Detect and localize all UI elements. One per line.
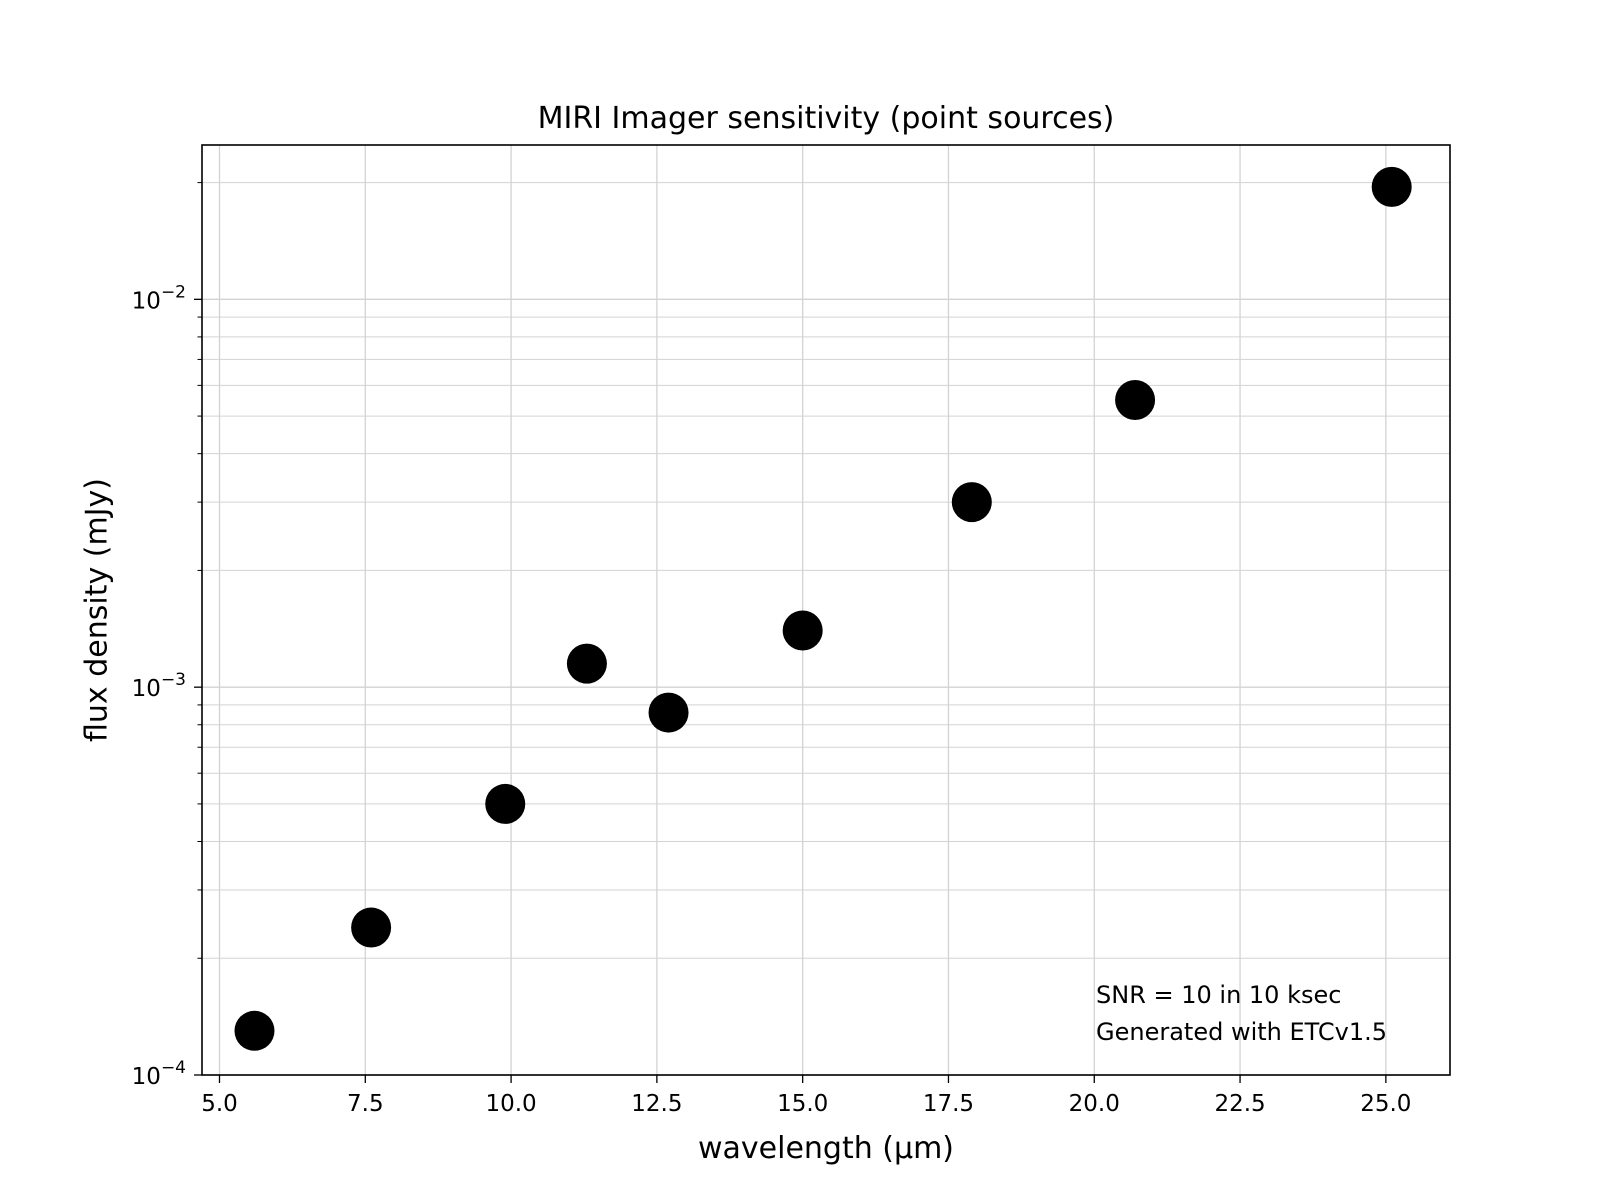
data-point xyxy=(1372,167,1412,207)
y-tick-label: 10−3 xyxy=(132,670,186,702)
data-point xyxy=(952,482,992,522)
data-point xyxy=(649,693,689,733)
x-tick-label: 10.0 xyxy=(485,1091,536,1117)
x-tick-label: 22.5 xyxy=(1214,1091,1265,1117)
data-point xyxy=(1115,380,1155,420)
x-tick-label: 7.5 xyxy=(347,1091,384,1117)
y-axis-label: flux density (mJy) xyxy=(80,478,115,742)
data-point xyxy=(783,610,823,650)
data-point xyxy=(234,1011,274,1051)
data-point xyxy=(567,644,607,684)
x-tick-label: 20.0 xyxy=(1069,1091,1120,1117)
x-tick-label: 5.0 xyxy=(201,1091,238,1117)
y-tick-label: 10−2 xyxy=(132,282,186,314)
x-tick-label: 12.5 xyxy=(631,1091,682,1117)
x-tick-label: 25.0 xyxy=(1360,1091,1411,1117)
data-point xyxy=(485,784,525,824)
annotation-snr: SNR = 10 in 10 ksec xyxy=(1096,981,1341,1009)
annotation-etc-version: Generated with ETCv1.5 xyxy=(1096,1018,1387,1046)
axis-ticks: 5.0 7.5 10.0 12.5 15.0 17.5 20.0 22.5 25.0 10−4 10… xyxy=(132,183,1412,1117)
x-tick-label: 17.5 xyxy=(923,1091,974,1117)
chart-title: MIRI Imager sensitivity (point sources) xyxy=(538,101,1115,136)
x-axis-label: wavelength (μm) xyxy=(698,1131,954,1166)
data-point xyxy=(351,908,391,948)
y-tick-label: 10−4 xyxy=(132,1058,186,1090)
x-tick-label: 15.0 xyxy=(777,1091,828,1117)
